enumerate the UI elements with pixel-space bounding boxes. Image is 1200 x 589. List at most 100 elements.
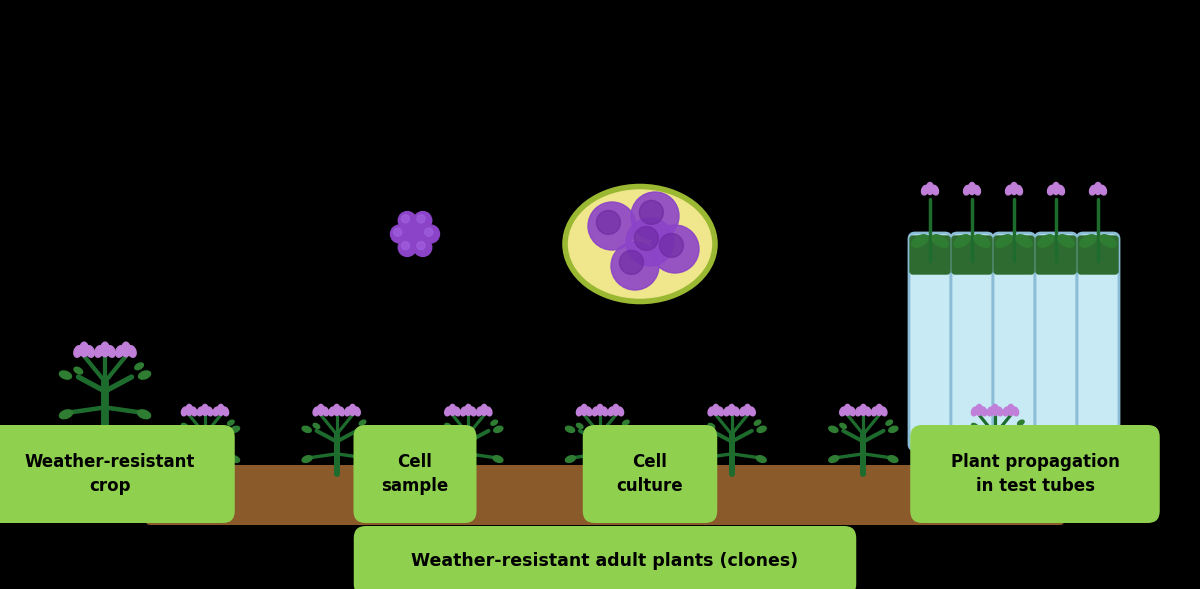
FancyBboxPatch shape <box>0 425 235 523</box>
Ellipse shape <box>565 187 715 302</box>
Ellipse shape <box>1094 183 1102 194</box>
Circle shape <box>635 226 659 250</box>
Ellipse shape <box>964 186 971 195</box>
Ellipse shape <box>971 407 978 416</box>
Ellipse shape <box>973 186 980 195</box>
Ellipse shape <box>608 407 614 416</box>
Ellipse shape <box>222 407 229 416</box>
Circle shape <box>402 215 409 223</box>
Ellipse shape <box>107 346 115 358</box>
FancyBboxPatch shape <box>994 236 1034 274</box>
Ellipse shape <box>829 426 838 432</box>
Ellipse shape <box>95 346 103 358</box>
Ellipse shape <box>756 456 767 462</box>
Circle shape <box>631 192 679 240</box>
Text: Weather-resistant
crop: Weather-resistant crop <box>25 453 196 495</box>
Ellipse shape <box>1012 407 1019 416</box>
Text: Weather-resistant adult plants (clones): Weather-resistant adult plants (clones) <box>412 552 798 570</box>
Ellipse shape <box>1016 235 1032 247</box>
Ellipse shape <box>612 405 619 415</box>
Ellipse shape <box>313 423 319 428</box>
Circle shape <box>414 211 432 230</box>
FancyBboxPatch shape <box>910 236 950 274</box>
Ellipse shape <box>625 456 635 462</box>
Ellipse shape <box>1018 420 1024 425</box>
Ellipse shape <box>1020 426 1030 432</box>
Ellipse shape <box>362 426 371 432</box>
Ellipse shape <box>889 426 898 432</box>
FancyBboxPatch shape <box>1078 233 1120 450</box>
Ellipse shape <box>134 363 144 370</box>
Ellipse shape <box>86 346 95 358</box>
Circle shape <box>414 239 432 256</box>
Ellipse shape <box>302 426 311 432</box>
Ellipse shape <box>565 426 575 432</box>
Ellipse shape <box>856 407 862 416</box>
Ellipse shape <box>74 367 83 374</box>
Text: Cell
sample: Cell sample <box>382 453 449 495</box>
Ellipse shape <box>871 407 878 416</box>
Ellipse shape <box>1048 186 1055 195</box>
Ellipse shape <box>932 235 948 247</box>
Ellipse shape <box>359 420 366 425</box>
FancyBboxPatch shape <box>952 233 994 450</box>
FancyBboxPatch shape <box>911 425 1159 523</box>
Ellipse shape <box>829 456 839 462</box>
Ellipse shape <box>881 407 887 416</box>
Ellipse shape <box>960 426 970 432</box>
Ellipse shape <box>728 405 734 415</box>
Ellipse shape <box>481 405 487 415</box>
Ellipse shape <box>733 407 739 416</box>
Ellipse shape <box>127 346 136 358</box>
FancyBboxPatch shape <box>1078 236 1118 274</box>
Circle shape <box>416 241 425 250</box>
Ellipse shape <box>445 407 451 416</box>
Ellipse shape <box>1090 186 1097 195</box>
Circle shape <box>421 225 439 243</box>
Ellipse shape <box>469 407 476 416</box>
Text: Cell
culture: Cell culture <box>617 453 683 495</box>
Ellipse shape <box>697 456 707 462</box>
Ellipse shape <box>996 407 1003 416</box>
Ellipse shape <box>60 410 72 419</box>
Ellipse shape <box>170 426 180 432</box>
Ellipse shape <box>1099 186 1106 195</box>
Ellipse shape <box>329 407 335 416</box>
Ellipse shape <box>724 407 731 416</box>
Ellipse shape <box>972 423 978 428</box>
Ellipse shape <box>926 183 934 194</box>
Circle shape <box>660 233 684 257</box>
FancyBboxPatch shape <box>354 425 476 523</box>
Ellipse shape <box>1015 186 1022 195</box>
FancyBboxPatch shape <box>994 233 1034 450</box>
Ellipse shape <box>1010 183 1018 194</box>
Ellipse shape <box>202 405 209 415</box>
Ellipse shape <box>229 456 240 462</box>
Ellipse shape <box>739 407 746 416</box>
Ellipse shape <box>493 426 503 432</box>
Circle shape <box>394 228 402 236</box>
Ellipse shape <box>749 407 755 416</box>
Ellipse shape <box>338 407 344 416</box>
Ellipse shape <box>1038 235 1054 247</box>
Ellipse shape <box>886 420 893 425</box>
Ellipse shape <box>757 426 767 432</box>
Circle shape <box>640 200 664 224</box>
Ellipse shape <box>1052 183 1060 194</box>
Ellipse shape <box>486 407 492 416</box>
Circle shape <box>650 225 698 273</box>
Ellipse shape <box>181 423 188 428</box>
Ellipse shape <box>931 186 938 195</box>
Ellipse shape <box>454 407 461 416</box>
FancyBboxPatch shape <box>1034 233 1078 450</box>
FancyBboxPatch shape <box>146 465 1064 525</box>
Ellipse shape <box>1006 186 1013 195</box>
FancyBboxPatch shape <box>583 425 718 523</box>
Ellipse shape <box>845 405 851 415</box>
Ellipse shape <box>115 346 124 358</box>
Ellipse shape <box>840 407 846 416</box>
Ellipse shape <box>968 183 976 194</box>
Ellipse shape <box>954 235 970 247</box>
Ellipse shape <box>433 426 443 432</box>
Ellipse shape <box>1003 407 1009 416</box>
